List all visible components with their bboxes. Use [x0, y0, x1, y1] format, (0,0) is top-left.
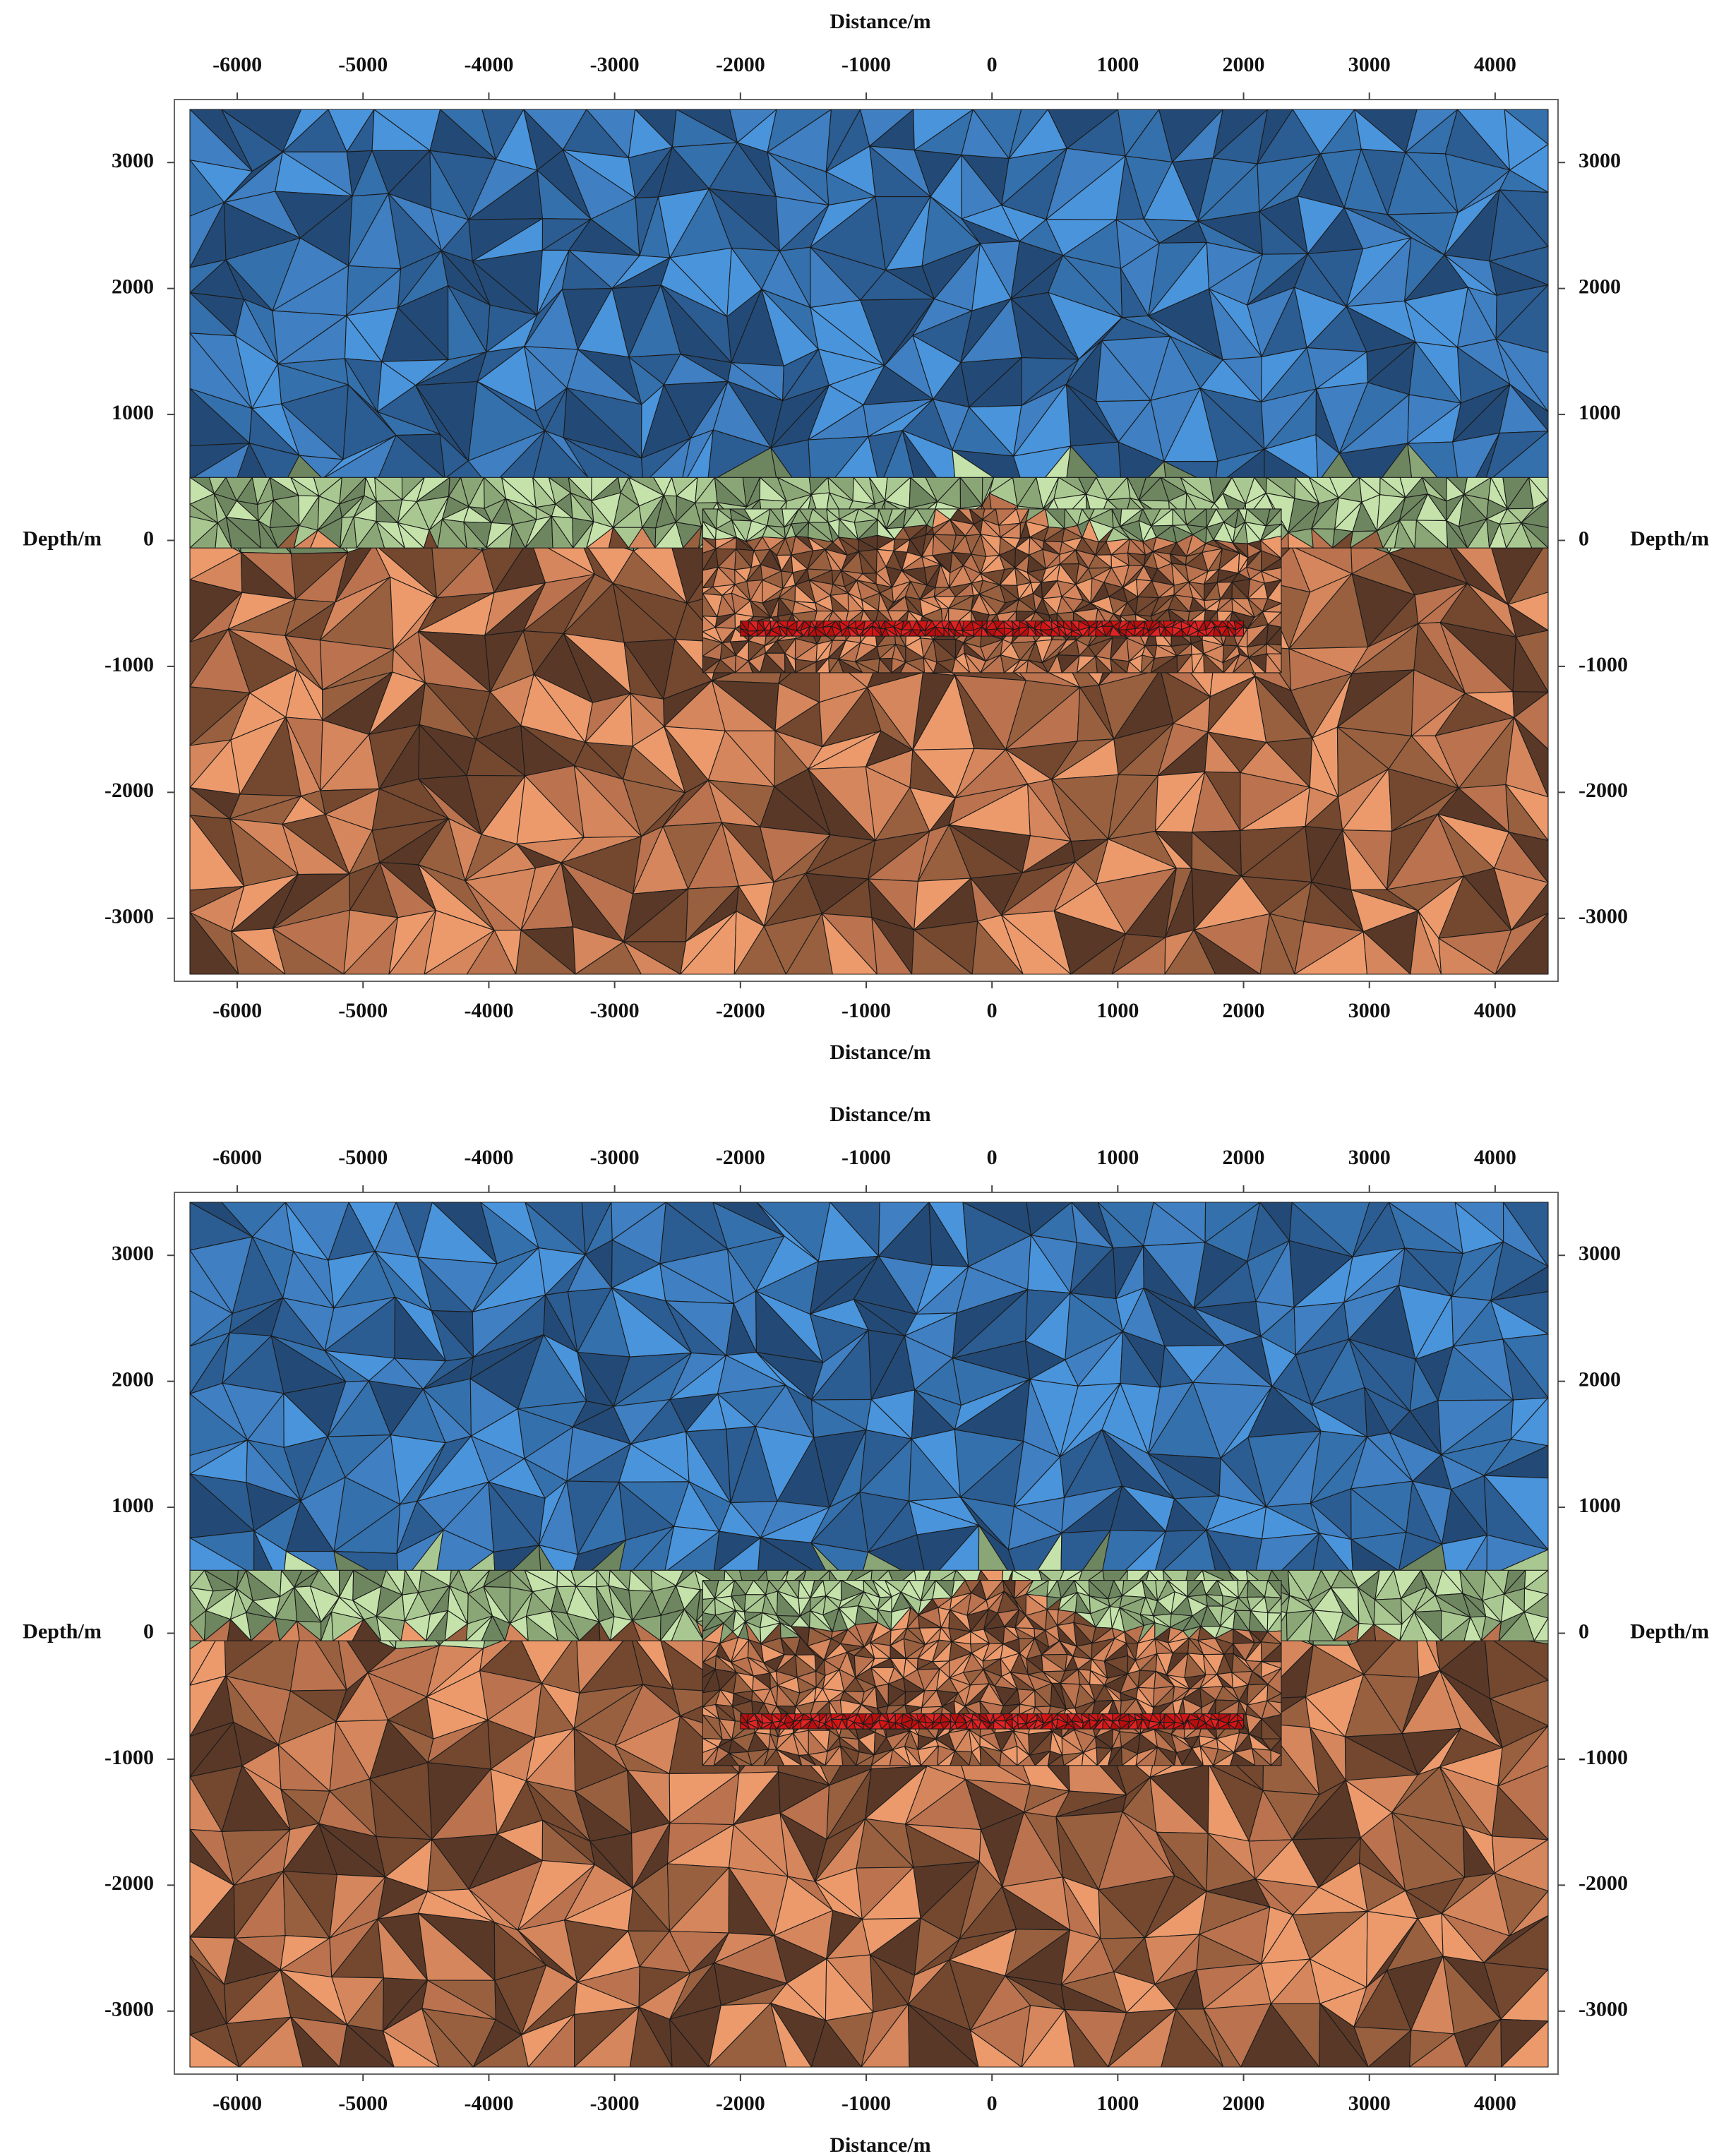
mesh-cell [623, 941, 681, 975]
x-tick-label: 3000 [1348, 53, 1391, 76]
x-tick-label: -2000 [716, 999, 765, 1022]
mesh-panel: Distance/m -6000 -5000 -4000 -3000 -2000 -1000… [23, 10, 1709, 1064]
y-axis-label: Depth/m [1630, 527, 1709, 550]
mesh-cell [1362, 931, 1411, 975]
mesh-cell [1410, 910, 1442, 975]
mesh-cell [871, 917, 913, 975]
x-tick-label: 3000 [1348, 999, 1391, 1022]
mesh-cell [225, 517, 262, 549]
x-tick-label: 0 [987, 53, 998, 76]
x-tick-label: 1000 [1096, 53, 1139, 76]
x-tick-label: -4000 [464, 999, 513, 1022]
x-tick-label: -4000 [464, 53, 513, 76]
y-tick-label: -2000 [1579, 779, 1628, 802]
x-tick-label: -3000 [590, 53, 640, 76]
x-tick-label: -2000 [716, 53, 765, 76]
y-axis-label: Depth/m [23, 527, 102, 550]
mesh-cell [397, 522, 424, 549]
mesh-cell [466, 930, 517, 975]
mesh-cell [258, 520, 279, 549]
mesh-cell [971, 921, 1024, 975]
x-tick-label: -6000 [212, 999, 262, 1022]
mesh-cell [608, 527, 630, 549]
x-tick-label: 0 [987, 999, 998, 1022]
x-tick-label: -3000 [590, 999, 640, 1022]
mesh-cell [1495, 912, 1549, 975]
mesh-cell [1001, 914, 1072, 975]
mesh-cell [310, 529, 341, 549]
mesh-cell [1288, 532, 1314, 549]
x-tick-label: -1000 [841, 53, 891, 76]
y-tick-label: 3000 [112, 149, 154, 172]
mesh-panel: Distance/m-6000 -5000 -4000 -3000 -2000 -1000… [23, 1103, 1709, 2156]
mesh-cell [1446, 520, 1468, 549]
x-axis-label: Distance/m [829, 10, 930, 33]
mesh-cell [463, 521, 487, 549]
mesh [189, 1202, 1549, 2068]
x-tick-label: -5000 [338, 999, 388, 1022]
y-tick-label: -3000 [104, 905, 154, 928]
mesh-cell [821, 913, 878, 975]
y-tick-label: 0 [1579, 527, 1589, 550]
x-tick-label: -1000 [841, 999, 891, 1022]
y-tick-label: -2000 [104, 779, 154, 802]
x-tick-label: 4000 [1474, 999, 1516, 1022]
mesh-cell [509, 524, 526, 549]
mesh-cell [551, 515, 574, 549]
mesh-cell [1521, 522, 1549, 549]
mesh-cell [189, 911, 239, 975]
mesh-cell [423, 529, 438, 549]
mesh-cell [215, 522, 232, 549]
mesh-cell [1311, 528, 1334, 549]
mesh-cell [628, 527, 656, 549]
y-tick-label: 3000 [1579, 149, 1621, 172]
y-tick-label: 0 [143, 527, 154, 550]
x-tick-label: 4000 [1474, 53, 1516, 76]
mesh-cell [1193, 929, 1261, 975]
x-tick-label: -5000 [338, 53, 388, 76]
y-tick-label: -1000 [1579, 653, 1628, 676]
y-tick-label: 1000 [1579, 401, 1621, 424]
y-tick-label: 1000 [112, 401, 154, 424]
mesh-cell [911, 929, 973, 975]
x-tick-label: 2000 [1223, 53, 1265, 76]
mesh-cell [231, 931, 286, 975]
mesh-cell [376, 520, 405, 549]
mesh-cell [272, 928, 345, 975]
x-tick-label: 2000 [1223, 999, 1265, 1022]
mesh-cell [1414, 520, 1449, 549]
mesh-cell [1394, 520, 1415, 549]
y-tick-label: -3000 [1579, 905, 1628, 928]
y-tick-label: -1000 [104, 653, 154, 676]
x-tick-label: 1000 [1096, 999, 1139, 1022]
y-tick-label: 2000 [1579, 275, 1621, 299]
mesh [189, 109, 1549, 975]
mesh-cell [1259, 913, 1295, 975]
y-tick-label: 2000 [112, 275, 154, 299]
mesh-cell [515, 929, 576, 975]
x-axis-label: Distance/m [829, 1041, 930, 1064]
x-tick-label: -6000 [212, 53, 262, 76]
mesh-cell [437, 518, 467, 549]
mesh-cell [1438, 938, 1496, 975]
